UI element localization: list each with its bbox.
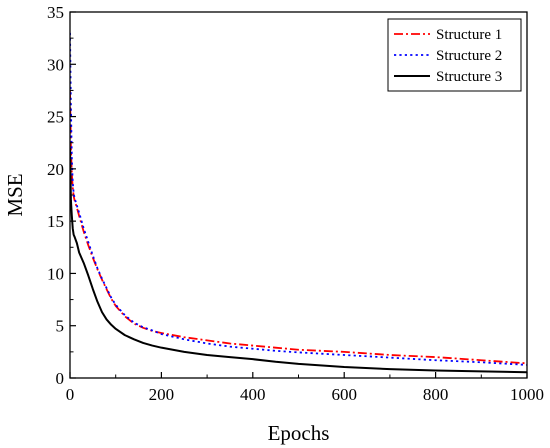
y-axis-title: MSE xyxy=(3,173,27,216)
x-tick-label: 1000 xyxy=(510,385,544,404)
y-tick-label: 0 xyxy=(56,369,65,388)
legend-label-1: Structure 1 xyxy=(436,27,502,43)
y-tick-label: 20 xyxy=(47,160,64,179)
series-line-1 xyxy=(70,90,527,365)
x-tick-label: 400 xyxy=(240,385,266,404)
legend-label-3: Structure 3 xyxy=(436,69,502,85)
x-tick-label: 600 xyxy=(331,385,357,404)
legend: Structure 1 Structure 2 Structure 3 xyxy=(387,18,522,92)
series-line-3 xyxy=(70,147,527,374)
y-tick-label: 25 xyxy=(47,108,64,127)
y-tick-label: 15 xyxy=(47,212,64,231)
y-tick-label: 30 xyxy=(47,55,64,74)
x-tick-label: 200 xyxy=(149,385,175,404)
series-lines xyxy=(70,32,527,374)
y-tick-label: 35 xyxy=(47,3,64,22)
legend-label-2: Structure 2 xyxy=(436,48,502,64)
y-tick-label: 5 xyxy=(56,317,65,336)
x-tick-label: 800 xyxy=(423,385,449,404)
legend-box xyxy=(387,18,522,92)
y-tick-label: 10 xyxy=(47,264,64,283)
x-axis-title: Epochs xyxy=(268,421,330,445)
x-tick-label: 0 xyxy=(66,385,75,404)
axes: 0 200 400 600 800 1000 0 5 10 15 20 25 30 35 xyxy=(47,3,544,404)
series-line-2 xyxy=(70,32,527,366)
